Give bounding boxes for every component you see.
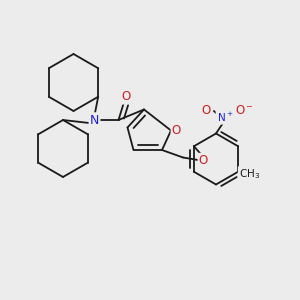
Text: N: N: [90, 113, 99, 127]
Text: O: O: [122, 90, 130, 104]
Text: CH$_3$: CH$_3$: [239, 167, 260, 181]
Text: O: O: [202, 104, 211, 118]
Text: N$^+$: N$^+$: [217, 110, 233, 124]
Text: O$^-$: O$^-$: [235, 104, 254, 118]
Text: O: O: [199, 154, 208, 167]
Text: O: O: [172, 124, 181, 137]
